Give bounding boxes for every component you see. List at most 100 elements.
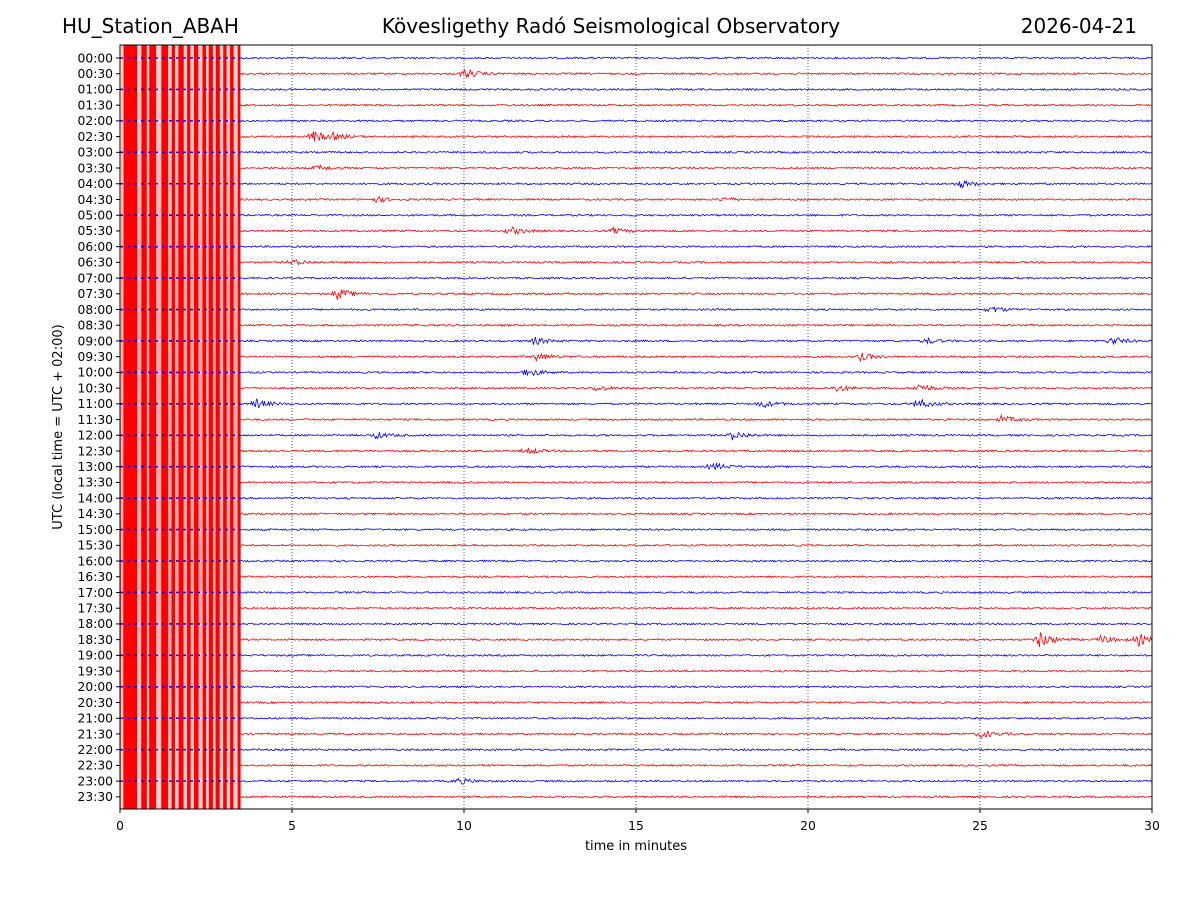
y-tick-label: 22:00 (78, 743, 113, 757)
x-tick-label: 25 (972, 819, 988, 833)
trace-1130 (240, 413, 1152, 423)
trace-1900 (240, 653, 1152, 658)
clipped-signal-bar (237, 45, 241, 809)
y-tick-label: 16:30 (78, 570, 113, 584)
y-tick-label: 01:00 (78, 83, 113, 97)
trace-1030 (240, 384, 1152, 392)
y-tick-label: 23:00 (78, 774, 113, 788)
y-tick-label: 13:30 (78, 476, 113, 490)
y-tick-label: 04:30 (78, 193, 113, 207)
y-tick-label: 09:30 (78, 350, 113, 364)
trace-0230 (240, 131, 1152, 142)
y-tick-label: 03:30 (78, 161, 113, 175)
observatory-title: Kövesligethy Radó Seismological Observat… (381, 14, 841, 38)
y-tick-label: 12:00 (78, 429, 113, 443)
y-tick-label: 10:00 (78, 366, 113, 380)
y-tick-label: 11:00 (78, 397, 113, 411)
x-tick-label: 15 (628, 819, 644, 833)
y-tick-label: 16:00 (78, 554, 113, 568)
clipped-signal-oscillation (119, 44, 242, 810)
y-tick-label: 03:00 (78, 146, 113, 160)
trace-0030 (240, 68, 1152, 78)
y-tick-label: 10:30 (78, 381, 113, 395)
y-tick-label: 18:30 (78, 633, 113, 647)
trace-0730 (240, 289, 1152, 300)
grid-lines (291, 45, 981, 809)
y-tick-label: 13:00 (78, 460, 113, 474)
trace-1730 (240, 606, 1152, 610)
trace-1200 (240, 431, 1152, 441)
x-tick-label: 30 (1144, 819, 1160, 833)
x-tick-label: 20 (800, 819, 816, 833)
saturated-segment (119, 44, 242, 810)
y-tick-label: 20:30 (78, 696, 113, 710)
y-tick-label: 18:00 (78, 617, 113, 631)
trace-0630 (240, 259, 1152, 266)
y-tick-label: 02:00 (78, 114, 113, 128)
y-tick-label: 06:30 (78, 256, 113, 270)
y-tick-label: 08:30 (78, 319, 113, 333)
trace-0500 (240, 213, 1152, 217)
y-tick-label: 07:00 (78, 271, 113, 285)
trace-1600 (240, 559, 1152, 563)
trace-0830 (240, 323, 1152, 327)
trace-0200 (240, 119, 1152, 123)
trace-1400 (240, 496, 1152, 500)
trace-1700 (240, 590, 1152, 595)
trace-1630 (240, 575, 1152, 579)
trace-2230 (240, 763, 1152, 768)
trace-0900 (240, 336, 1152, 346)
trace-1830 (240, 631, 1152, 648)
trace-1530 (240, 543, 1152, 547)
trace-0300 (240, 150, 1152, 154)
y-tick-label: 01:30 (78, 98, 113, 112)
y-tick-label: 05:00 (78, 209, 113, 223)
trace-0600 (240, 245, 1152, 249)
trace-2000 (240, 685, 1152, 689)
trace-2300 (240, 777, 1152, 785)
x-axis-label: time in minutes (585, 839, 687, 854)
trace-2330 (240, 795, 1152, 799)
trace-2030 (240, 700, 1152, 705)
trace-0800 (240, 305, 1152, 313)
record-date: 2026-04-21 (1020, 14, 1137, 38)
y-tick-label: 09:00 (78, 334, 113, 348)
trace-1430 (240, 512, 1152, 516)
y-tick-label: 08:00 (78, 303, 113, 317)
x-axis-ticks: 0 5 10 15 20 25 30 (116, 809, 1160, 833)
y-tick-label: 05:30 (78, 224, 113, 238)
y-tick-label: 00:30 (78, 67, 113, 81)
y-tick-label: 04:00 (78, 177, 113, 191)
y-tick-label: 19:30 (78, 664, 113, 678)
clipped-signal-bar (141, 45, 147, 809)
y-tick-label: 17:30 (78, 602, 113, 616)
y-tick-label: 19:00 (78, 649, 113, 663)
x-tick-label: 5 (288, 819, 296, 833)
trace-0700 (240, 276, 1152, 280)
y-tick-label: 20:00 (78, 680, 113, 694)
y-tick-label: 21:00 (78, 712, 113, 726)
trace-1330 (240, 480, 1152, 485)
trace-0130 (240, 103, 1152, 107)
station-name: HU_Station_ABAH (62, 14, 239, 38)
clipped-signal-bar (193, 45, 199, 809)
clipped-signal-bar (208, 45, 213, 809)
trace-1930 (240, 669, 1152, 673)
trace-1500 (240, 527, 1152, 532)
trace-2130 (240, 731, 1152, 739)
trace-lines (240, 56, 1152, 799)
y-tick-label: 14:30 (78, 507, 113, 521)
trace-0100 (240, 87, 1152, 92)
y-tick-label: 14:00 (78, 491, 113, 505)
trace-0330 (240, 164, 1152, 171)
clipped-signal-bar (178, 45, 184, 809)
trace-2200 (240, 747, 1152, 752)
y-tick-label: 06:00 (78, 240, 113, 254)
trace-0530 (240, 226, 1152, 235)
clipped-signal-bar (223, 45, 227, 809)
trace-1230 (240, 447, 1152, 455)
trace-1800 (240, 622, 1152, 626)
